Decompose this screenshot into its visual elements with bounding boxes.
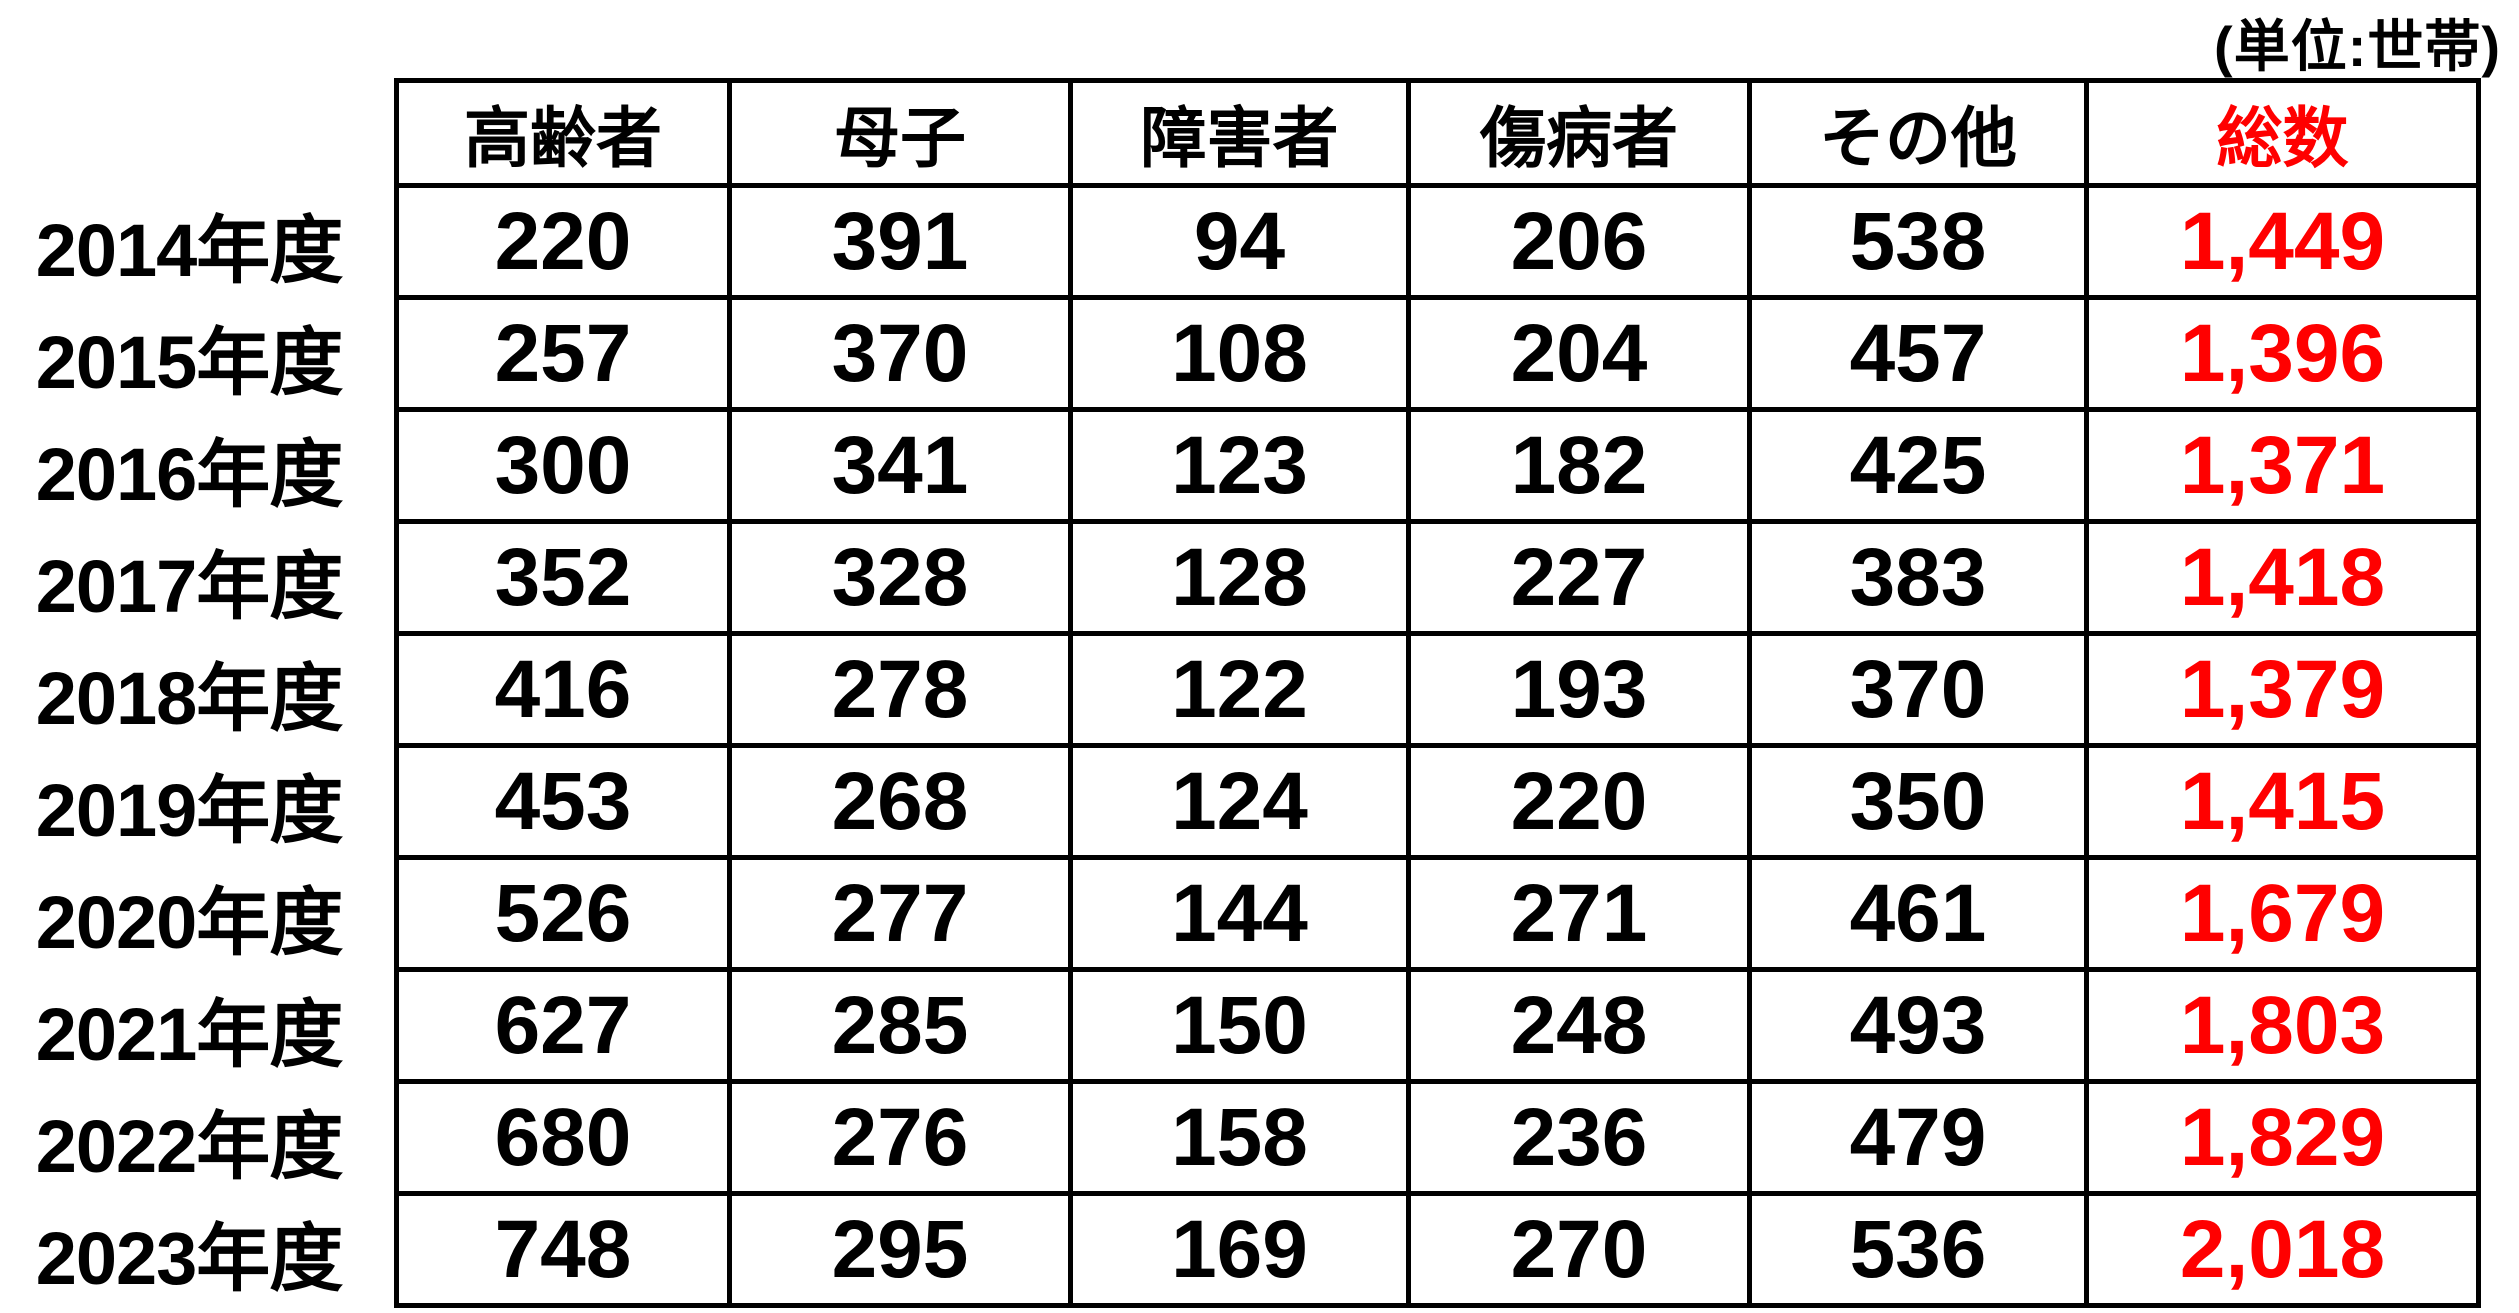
column-header-disabled: 障害者 [1073,78,1411,188]
data-cell: 248 [1411,972,1752,1084]
data-cell: 295 [732,1196,1073,1308]
data-cell: 383 [1752,524,2089,636]
data-cell: 169 [1073,1196,1411,1308]
year-label: 2021年度 [0,972,394,1084]
year-label: 2019年度 [0,748,394,860]
data-cell: 341 [732,412,1073,524]
corner-spacer [0,78,394,188]
data-cell: 220 [394,188,732,300]
year-label: 2020年度 [0,860,394,972]
year-label: 2022年度 [0,1084,394,1196]
data-cell: 124 [1073,748,1411,860]
data-cell: 276 [732,1084,1073,1196]
data-cell: 416 [394,636,732,748]
total-cell: 1,371 [2089,412,2481,524]
data-cell: 479 [1752,1084,2089,1196]
data-cell: 128 [1073,524,1411,636]
data-cell: 268 [732,748,1073,860]
data-cell: 150 [1073,972,1411,1084]
data-cell: 493 [1752,972,2089,1084]
column-header-total: 総数 [2089,78,2481,188]
data-cell: 300 [394,412,732,524]
total-cell: 1,829 [2089,1084,2481,1196]
data-cell: 220 [1411,748,1752,860]
data-cell: 526 [394,860,732,972]
data-cell: 144 [1073,860,1411,972]
data-cell: 206 [1411,188,1752,300]
year-label: 2014年度 [0,188,394,300]
data-cell: 457 [1752,300,2089,412]
data-cell: 227 [1411,524,1752,636]
data-cell: 370 [732,300,1073,412]
data-cell: 108 [1073,300,1411,412]
data-cell: 370 [1752,636,2089,748]
data-cell: 350 [1752,748,2089,860]
total-cell: 1,449 [2089,188,2481,300]
total-cell: 1,415 [2089,748,2481,860]
data-cell: 538 [1752,188,2089,300]
data-cell: 182 [1411,412,1752,524]
data-cell: 536 [1752,1196,2089,1308]
data-cell: 277 [732,860,1073,972]
column-header-elderly: 高齢者 [394,78,732,188]
year-label: 2016年度 [0,412,394,524]
data-cell: 278 [732,636,1073,748]
data-cell: 236 [1411,1084,1752,1196]
data-cell: 285 [732,972,1073,1084]
total-cell: 2,018 [2089,1196,2481,1308]
data-cell: 122 [1073,636,1411,748]
total-cell: 1,418 [2089,524,2481,636]
data-cell: 391 [732,188,1073,300]
data-cell: 123 [1073,412,1411,524]
year-label: 2023年度 [0,1196,394,1308]
total-cell: 1,379 [2089,636,2481,748]
data-cell: 748 [394,1196,732,1308]
total-cell: 1,679 [2089,860,2481,972]
unit-note: (単位:世帯) [2214,15,2501,78]
data-cell: 270 [1411,1196,1752,1308]
year-label: 2015年度 [0,300,394,412]
data-cell: 453 [394,748,732,860]
data-cell: 94 [1073,188,1411,300]
total-cell: 1,803 [2089,972,2481,1084]
data-cell: 257 [394,300,732,412]
data-cell: 193 [1411,636,1752,748]
welfare-households-table: 高齢者 母子 障害者 傷病者 その他 総数 2014年度 220 391 94 206 5… [0,78,2481,1308]
data-cell: 461 [1752,860,2089,972]
data-cell: 352 [394,524,732,636]
data-cell: 158 [1073,1084,1411,1196]
total-cell: 1,396 [2089,300,2481,412]
data-cell: 425 [1752,412,2089,524]
data-cell: 680 [394,1084,732,1196]
column-header-mother-child: 母子 [732,78,1073,188]
data-cell: 328 [732,524,1073,636]
data-cell: 204 [1411,300,1752,412]
year-label: 2018年度 [0,636,394,748]
column-header-sick-injured: 傷病者 [1411,78,1752,188]
data-cell: 271 [1411,860,1752,972]
column-header-other: その他 [1752,78,2089,188]
data-cell: 627 [394,972,732,1084]
year-label: 2017年度 [0,524,394,636]
